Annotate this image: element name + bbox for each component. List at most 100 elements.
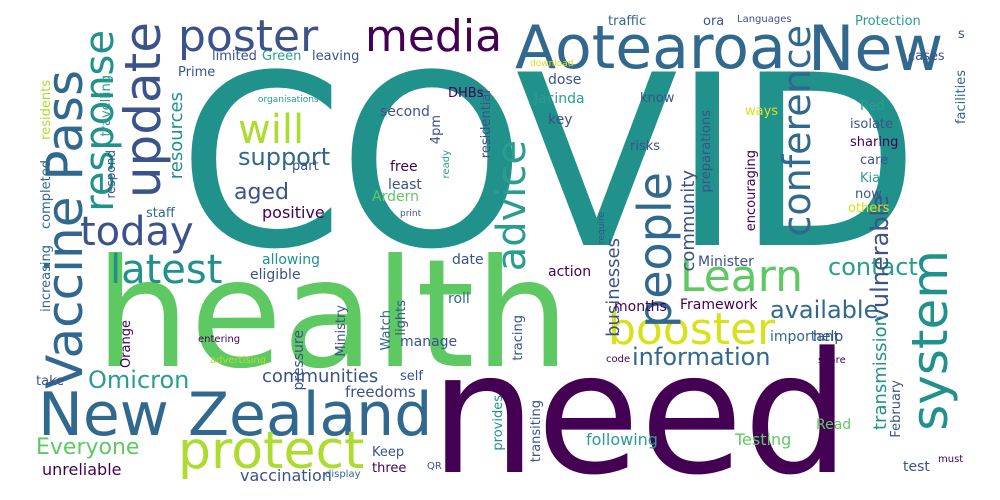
word-test: test xyxy=(903,459,930,475)
word-everyone: Everyone xyxy=(36,435,140,460)
word-self: self xyxy=(400,369,423,384)
word-community: community xyxy=(678,170,699,272)
word-protect: protect xyxy=(178,421,365,481)
word-encouraging: encouraging xyxy=(744,150,759,232)
word-now: now xyxy=(855,187,882,202)
word-print: print xyxy=(400,209,422,219)
word-qr: QR xyxy=(427,461,442,472)
word-conference: conference xyxy=(775,25,819,237)
word-freedoms: freedoms xyxy=(345,383,416,401)
word-travelling: travelling xyxy=(99,75,114,137)
word-aotearoa: Aotearoa xyxy=(515,13,786,83)
word-cases: cases xyxy=(908,49,945,64)
word-code: code xyxy=(606,354,631,365)
word-must: must xyxy=(938,454,964,465)
word-update: update xyxy=(114,22,172,199)
word-traffic: traffic xyxy=(608,14,647,29)
word-covid: COVID xyxy=(178,25,920,302)
word-ora: ora xyxy=(703,14,725,29)
word-prime: Prime xyxy=(178,65,216,80)
word-pressure: pressure xyxy=(291,330,307,391)
word-action: action xyxy=(548,264,592,280)
word-protection: Protection xyxy=(855,14,921,29)
word-positive: positive xyxy=(262,203,325,222)
word-contact: contact xyxy=(828,253,918,281)
word-will: will xyxy=(238,107,305,153)
word-display: display xyxy=(325,469,361,480)
word-date: date xyxy=(452,252,484,268)
word-read: Read xyxy=(816,417,852,433)
word-vaccination: vaccination xyxy=(240,466,332,485)
word-eligible: eligible xyxy=(250,267,301,283)
word-three: three xyxy=(372,461,407,476)
word-need: need xyxy=(430,316,850,500)
word-tracing: tracing xyxy=(511,315,526,361)
word-following: following xyxy=(586,430,658,449)
word-share: share xyxy=(818,355,846,366)
word-advice: advice xyxy=(489,140,535,272)
word-keep: Keep xyxy=(372,445,405,460)
word-leaving: leaving xyxy=(312,49,360,64)
word-residents: residents xyxy=(39,80,54,140)
word-key: key xyxy=(548,112,573,128)
word-increasing: increasing xyxy=(39,245,54,312)
word-staff: staff xyxy=(146,206,175,221)
word-health: health xyxy=(95,228,570,402)
word-jacinda: Jacinda xyxy=(534,91,585,107)
word-communities: communities xyxy=(262,366,379,387)
word-provides: provides xyxy=(491,395,506,451)
word-know: know xyxy=(640,91,675,106)
word-today: today xyxy=(80,209,194,255)
word-new: New xyxy=(808,12,944,85)
word-require: require xyxy=(597,212,607,244)
word-facilities: facilities xyxy=(954,70,969,125)
word-ardern: Ardern xyxy=(372,189,419,205)
word-entering: entering xyxy=(198,334,241,345)
word-others: others xyxy=(848,201,890,216)
word-new-zealand: New Zealand xyxy=(38,380,433,450)
word-unreliable: unreliable xyxy=(42,460,122,479)
word-learn: Learn xyxy=(680,251,803,302)
word-orange: Orange xyxy=(119,320,134,369)
word-green: Green xyxy=(262,49,302,64)
word-months: months xyxy=(614,299,667,315)
word-support: support xyxy=(238,143,331,171)
word-advertising: advertising xyxy=(210,355,267,366)
word-kia: Kia xyxy=(860,171,881,186)
word-booster: booster xyxy=(608,304,776,355)
word-take: take xyxy=(36,374,65,389)
word-care: care xyxy=(860,153,889,168)
word-isolate: isolate xyxy=(850,117,894,132)
word-sharing: sharing xyxy=(850,135,899,150)
word-minister: Minister xyxy=(698,254,754,270)
word-ways: ways xyxy=(745,104,779,119)
word-resources: resources xyxy=(166,92,187,180)
word-manage: manage xyxy=(400,334,458,350)
word-dose: dose xyxy=(548,72,582,88)
word-february: February xyxy=(889,380,904,438)
word-media: media xyxy=(365,11,503,62)
word-red: Red xyxy=(860,99,885,114)
word-part: part xyxy=(292,159,319,174)
word-limited: limited xyxy=(212,49,257,64)
word-languages: Languages xyxy=(737,14,792,25)
word-transmission: transmission xyxy=(870,315,891,430)
word-important: important xyxy=(770,329,840,345)
word-allowing: allowing xyxy=(262,252,321,268)
word-residential: residential xyxy=(479,90,494,159)
word-lights: lights xyxy=(394,300,409,336)
word-download: download xyxy=(530,59,574,69)
word-information: information xyxy=(632,343,771,371)
word-poster: poster xyxy=(178,11,319,62)
word-available: available xyxy=(770,296,879,324)
word-roll: roll xyxy=(448,291,470,307)
word-latest: latest xyxy=(110,247,223,293)
word-ready: ready xyxy=(441,150,452,179)
word-least: least xyxy=(388,177,422,193)
word-respond: respond xyxy=(104,150,118,199)
word-aged: aged xyxy=(234,180,289,205)
word-4pm: 4pm xyxy=(429,115,444,145)
word-organisations: organisations xyxy=(258,95,319,105)
word-dhbs: DHBs xyxy=(448,86,484,101)
